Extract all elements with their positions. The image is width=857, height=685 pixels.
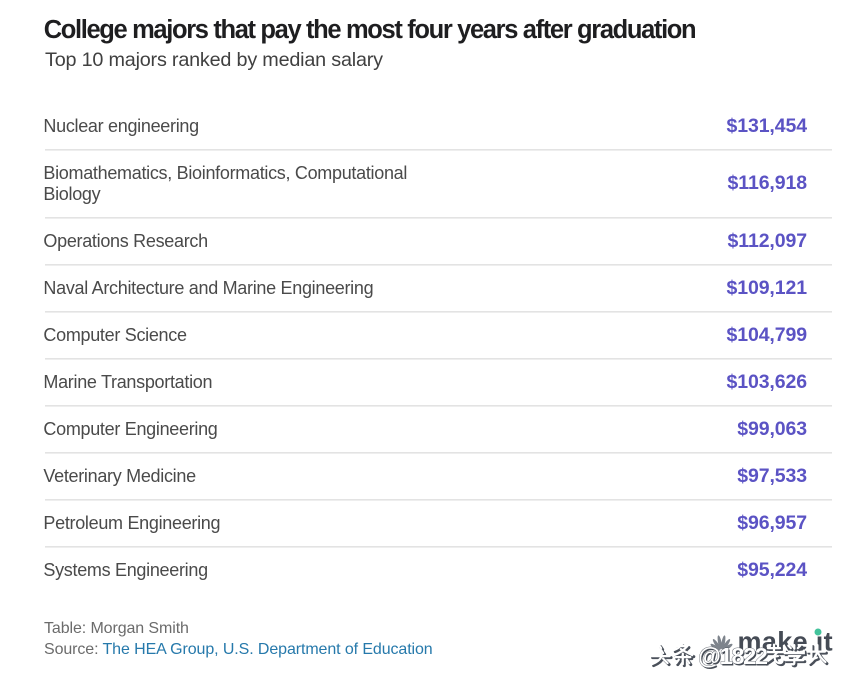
svg-text:@1822: @1822 [698, 643, 768, 669]
svg-text:@1822: @1822 [699, 644, 769, 670]
